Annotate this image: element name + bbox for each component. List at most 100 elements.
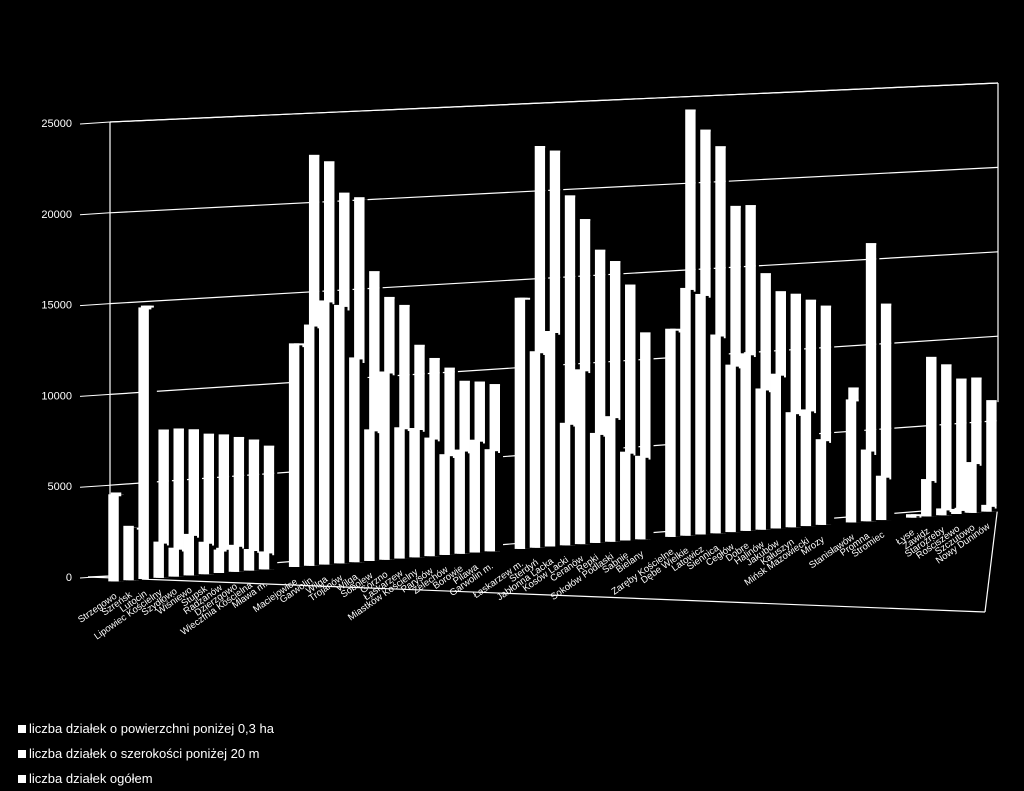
- bar-side: [632, 455, 636, 541]
- bar: [218, 434, 230, 573]
- bar: [108, 494, 119, 582]
- bar: [770, 373, 781, 529]
- bar: [725, 364, 736, 533]
- bar-side: [209, 543, 213, 575]
- bar-side: [482, 443, 486, 553]
- bar: [248, 439, 260, 571]
- legend: liczba działek o powierzchni poniżej 0,3…: [18, 716, 274, 791]
- bar-side: [214, 435, 218, 575]
- bar-side: [755, 207, 759, 531]
- bar-side: [500, 386, 504, 552]
- bar-side: [994, 508, 998, 512]
- bar-side: [437, 441, 441, 557]
- bar: [168, 547, 179, 577]
- bar-side: [710, 131, 714, 535]
- tick-mark: [79, 484, 111, 488]
- legend-label: liczba działek ogółem: [29, 771, 153, 786]
- bar-side: [347, 310, 351, 564]
- bar-side: [780, 375, 784, 529]
- bar-side: [467, 453, 471, 554]
- bar: [409, 428, 420, 558]
- bar-side: [540, 353, 544, 548]
- legend-item: liczba działek o szerokości poniżej 20 m: [18, 741, 274, 766]
- bar-side: [873, 454, 877, 522]
- bar: [153, 541, 164, 578]
- bar: [880, 303, 892, 521]
- bar-side: [934, 482, 938, 517]
- bar: [559, 422, 571, 546]
- bar-side: [585, 371, 589, 545]
- bar-side: [226, 549, 230, 573]
- bar-side: [151, 307, 155, 579]
- bar: [680, 287, 691, 536]
- bar-side: [888, 479, 892, 521]
- bar-side: [858, 389, 862, 523]
- bar: [800, 409, 812, 527]
- bar: [138, 307, 149, 579]
- bar-side: [148, 309, 152, 579]
- bar-side: [301, 347, 305, 567]
- bar: [394, 427, 405, 559]
- bar: [860, 449, 872, 522]
- bar-side: [497, 452, 501, 552]
- bar-side: [452, 457, 456, 555]
- bar-side: [183, 430, 187, 577]
- bar: [905, 514, 917, 518]
- bar: [203, 433, 215, 575]
- bar-side: [648, 459, 652, 540]
- bar-side: [991, 506, 995, 512]
- bar-side: [856, 401, 860, 523]
- bar-side: [359, 359, 363, 563]
- bar: [424, 437, 435, 557]
- bar: [921, 479, 932, 517]
- bar-side: [936, 358, 940, 517]
- bar-side: [178, 549, 182, 577]
- bar: [620, 451, 631, 541]
- bar-side: [555, 333, 559, 547]
- bar: [369, 271, 380, 561]
- bar-side: [690, 289, 694, 536]
- bar-side: [916, 516, 920, 518]
- bar-side: [329, 302, 333, 565]
- legend-label: liczba działek o szerokości poniżej 20 m: [29, 746, 260, 761]
- tick-mark: [79, 212, 111, 216]
- bar-side: [422, 431, 426, 558]
- tick-mark: [79, 393, 111, 397]
- y-tick-label: 5000: [48, 481, 72, 493]
- bar: [956, 378, 967, 515]
- bar-side: [798, 415, 802, 528]
- bar-side: [194, 535, 198, 576]
- bar-side: [587, 373, 591, 545]
- bar: [640, 332, 651, 540]
- bar: [243, 549, 255, 571]
- y-tick-label: 0: [66, 572, 72, 584]
- bar-side: [166, 545, 170, 578]
- bar-side: [136, 529, 140, 581]
- bar: [544, 331, 556, 547]
- bar-side: [816, 301, 820, 527]
- bar-side: [224, 551, 228, 573]
- legend-item: liczba działek ogółem: [18, 766, 274, 791]
- bar-side: [615, 418, 619, 542]
- bar-side: [783, 377, 787, 529]
- bar-side: [449, 456, 453, 555]
- legend-item: liczba działek o powierzchni poniżej 0,3…: [18, 716, 274, 741]
- bar-side: [828, 442, 832, 525]
- bar-side: [765, 390, 769, 530]
- bar-side: [750, 355, 754, 531]
- bar-side: [678, 332, 682, 537]
- bar-side: [949, 512, 953, 516]
- bar: [228, 544, 240, 572]
- bar: [319, 300, 330, 565]
- bar: [740, 353, 751, 531]
- bar-side: [256, 552, 260, 571]
- bar-side: [826, 441, 830, 525]
- bar: [198, 541, 210, 575]
- bars: [108, 109, 1000, 582]
- bar: [635, 455, 646, 540]
- bar-side: [735, 366, 739, 533]
- tick-mark: [79, 575, 111, 579]
- bar-side: [181, 551, 185, 577]
- y-tick-label: 20000: [41, 209, 72, 221]
- bar-side: [600, 434, 604, 543]
